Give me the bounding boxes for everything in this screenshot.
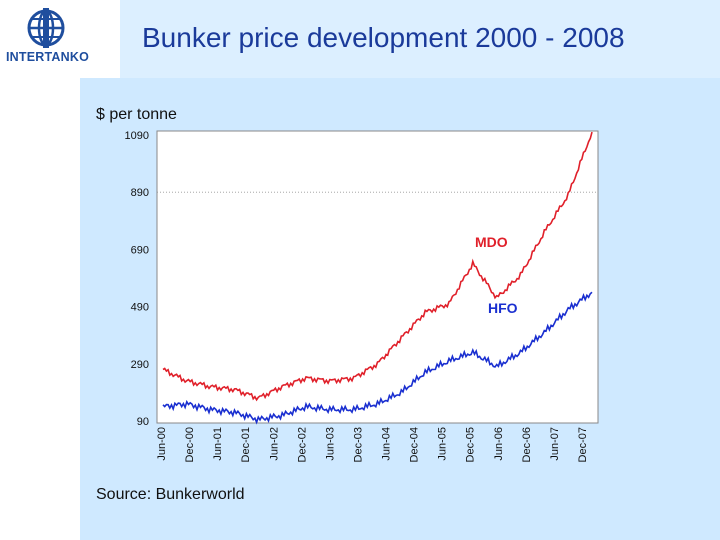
- plot-area: [156, 130, 599, 424]
- y-axis-title: $ per tonne: [96, 106, 177, 123]
- x-tick-label: Dec-00: [184, 427, 196, 462]
- slide-header: INTERTANKO Bunker price development 2000…: [0, 0, 720, 78]
- x-tick-label: Dec-01: [240, 427, 252, 462]
- x-tick-label: Dec-04: [409, 427, 421, 462]
- y-tick-label: 890: [131, 187, 149, 199]
- y-tick-label: 490: [131, 302, 149, 314]
- y-tick-label: 690: [131, 244, 149, 256]
- title-band: [120, 0, 720, 78]
- x-tick-label: Jun-01: [212, 427, 224, 461]
- y-tick-label: 290: [131, 359, 149, 371]
- page-title: Bunker price development 2000 - 2008: [142, 22, 625, 53]
- x-tick-label: Dec-06: [521, 427, 533, 462]
- x-tick-label: Dec-03: [352, 427, 364, 462]
- left-margin: [0, 78, 80, 540]
- x-tick-label: Jun-06: [493, 427, 505, 461]
- y-tick-label: 1090: [125, 130, 149, 142]
- logo: INTERTANKO: [0, 0, 120, 78]
- x-tick-label: Jun-00: [156, 427, 168, 461]
- series-line-hfo: [162, 291, 593, 425]
- x-tick-label: Dec-07: [577, 427, 589, 462]
- globe-logo-icon: [27, 8, 65, 48]
- x-tick-label: Jun-02: [268, 427, 280, 461]
- x-tick-label: Jun-05: [437, 427, 449, 461]
- series-line-mdo: [162, 131, 593, 402]
- source-note: Source: Bunkerworld: [96, 486, 245, 503]
- x-tick-label: Dec-05: [465, 427, 477, 462]
- x-tick-label: Jun-03: [324, 427, 336, 461]
- y-tick-label: 90: [137, 416, 149, 428]
- label-mdo: MDO: [475, 234, 508, 250]
- label-hfo: HFO: [488, 300, 518, 316]
- x-tick-label: Jun-07: [549, 427, 561, 461]
- logo-text: INTERTANKO: [6, 50, 90, 64]
- x-tick-label: Dec-02: [296, 427, 308, 462]
- x-tick-label: Jun-04: [381, 427, 393, 461]
